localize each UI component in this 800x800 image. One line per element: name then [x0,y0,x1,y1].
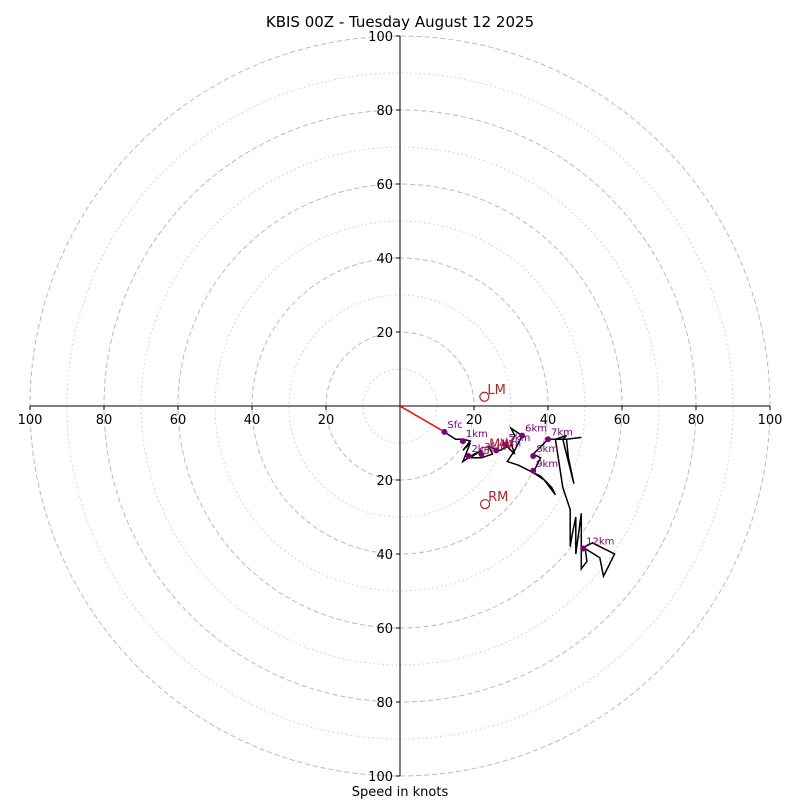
storm-motion-label-mw: MW [489,437,513,452]
height-label-sfc: Sfc [447,420,462,431]
height-label-8km: 8km [536,444,558,455]
y-tick-label: 100 [368,770,393,785]
x-tick-label: 20 [466,413,483,428]
x-tick-label: 80 [688,413,705,428]
wind-trace-layer [443,426,616,579]
x-tick-label: 60 [170,413,187,428]
y-tick-label: 80 [376,696,393,711]
x-tick-label: 80 [96,413,113,428]
shear-vector-layer [399,405,445,433]
height-markers-layer: Sfc1km2km3km4km5km6km7km8km9km12km [441,420,614,552]
storm-motion-mw [481,446,489,454]
height-marker-6km [519,432,526,439]
height-label-12km: 12km [586,536,614,547]
chart-title: KBIS 00Z - Tuesday August 12 2025 [266,13,534,31]
y-tick-label: 60 [376,622,393,637]
x-tick-label: 100 [18,413,43,428]
height-label-9km: 9km [536,459,558,470]
height-marker-8km [530,452,537,459]
tick-labels: 100 80 60 40 20 20 40 60 80 100 20 40 60 80 100 20 40 60 8… [18,30,783,785]
height-label-5km: 5km [508,433,530,444]
height-label-7km: 7km [551,427,573,438]
y-tick-label: 20 [376,474,393,489]
storm-motion-label-lm: LM [487,383,505,398]
height-marker-12km [580,545,587,552]
height-marker-9km [530,467,537,474]
height-marker-1km [459,438,466,445]
height-marker-7km [545,436,551,443]
x-tick-label: 20 [318,413,335,428]
height-marker-4km [493,447,500,454]
height-label-4km: 4km [499,438,521,449]
storm-motion-rm [480,498,491,510]
y-tick-label: 100 [368,30,393,45]
height-marker-sfc [441,428,448,435]
y-tick-label: 20 [376,326,393,341]
y-tick-label: 40 [376,252,393,267]
x-axis-label: Speed in knots [352,785,449,800]
wind-trace [443,426,616,579]
y-tick-label: 40 [376,548,393,563]
storm-motion-lm [479,391,490,402]
x-tick-label: 100 [758,413,783,428]
storm-motion-label-rm: RM [488,490,508,505]
height-label-6km: 6km [525,424,547,435]
height-label-1km: 1km [466,429,488,440]
y-tick-label: 80 [376,104,393,119]
shear-vector [399,405,445,433]
height-marker-3km [478,451,485,458]
height-marker-5km [502,441,509,448]
x-tick-label: 40 [244,413,261,428]
height-marker-2km [465,452,472,459]
y-tick-label: 60 [376,178,393,193]
x-tick-label: 40 [540,413,557,428]
storm-motion-layer: LM MW RM [479,383,513,510]
x-tick-label: 60 [614,413,631,428]
